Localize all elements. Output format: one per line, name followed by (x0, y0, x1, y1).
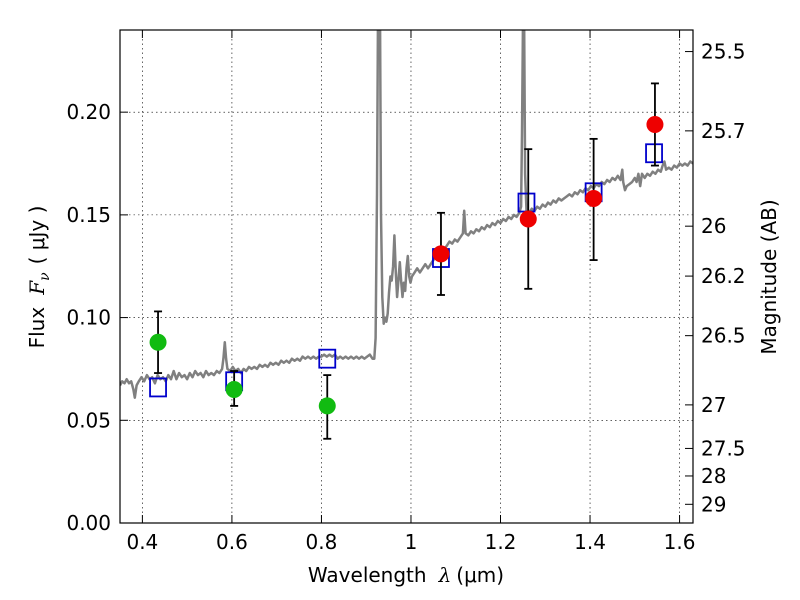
x-tick-label: 0.4 (126, 530, 158, 554)
x-tick-label: 0.8 (306, 530, 338, 554)
y-tick-label: 0.05 (66, 408, 111, 432)
x-tick-label: 1.6 (664, 530, 696, 554)
y2-tick-label: 25.5 (701, 40, 746, 64)
measurement-point (519, 210, 537, 228)
measurement-point (149, 333, 167, 351)
x-tick-label: 1.4 (574, 530, 606, 554)
y2-tick-label: 27 (701, 393, 726, 417)
x-tick-label: 1.2 (485, 530, 517, 554)
spectrum-line (120, 30, 693, 399)
y-tick-label: 0.10 (66, 306, 111, 330)
y-tick-label: 0.20 (66, 100, 111, 124)
y2-tick-label: 27.5 (701, 436, 746, 460)
y2-tick-label: 26.2 (701, 264, 746, 288)
x-tick-label: 1 (405, 530, 418, 554)
y2-tick-label: 28 (701, 464, 726, 488)
x-axis-title: Wavelength λ (μm) (308, 563, 504, 587)
y-axis-title: FluxFν( μJy ) (25, 206, 53, 349)
y2-tick-label: 29 (701, 492, 726, 516)
axis-ticks: 0.4 0.6 0.8 1 1.2 1.4 1.6 0.00 0.05 0.10 0.15 0.20 2… (66, 30, 746, 554)
measurement-point (585, 189, 603, 207)
model-photometry-square (318, 348, 337, 369)
y2-tick-label: 25.7 (701, 119, 746, 143)
measurement-point (318, 397, 336, 415)
measurement-point (432, 245, 450, 263)
y2-axis-title: Magnitude (AB) (757, 199, 781, 354)
y2-tick-label: 26 (701, 214, 726, 238)
x-tick-label: 0.6 (216, 530, 248, 554)
y-tick-label: 0.15 (66, 203, 111, 227)
series-layer (120, 30, 693, 440)
y-tick-label: 0.00 (66, 511, 111, 535)
measurement-point (646, 115, 664, 133)
measurement-point (225, 380, 243, 398)
y2-tick-label: 26.5 (701, 324, 746, 348)
grid-lines (120, 30, 693, 523)
model-photometry-square (149, 377, 167, 398)
